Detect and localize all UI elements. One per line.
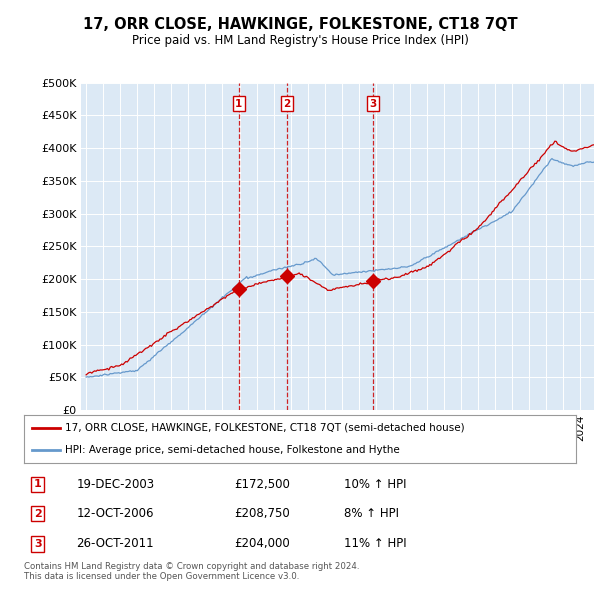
Text: 19-DEC-2003: 19-DEC-2003 [76, 478, 155, 491]
Text: 1: 1 [235, 99, 242, 109]
Text: £172,500: £172,500 [234, 478, 290, 491]
Text: 3: 3 [369, 99, 376, 109]
Text: 1: 1 [34, 480, 41, 489]
Text: 26-OCT-2011: 26-OCT-2011 [76, 537, 154, 550]
Text: 10% ↑ HPI: 10% ↑ HPI [344, 478, 407, 491]
Text: 2: 2 [283, 99, 290, 109]
Text: 17, ORR CLOSE, HAWKINGE, FOLKESTONE, CT18 7QT: 17, ORR CLOSE, HAWKINGE, FOLKESTONE, CT1… [83, 17, 517, 31]
Text: £204,000: £204,000 [234, 537, 290, 550]
Text: 3: 3 [34, 539, 41, 549]
Text: 11% ↑ HPI: 11% ↑ HPI [344, 537, 407, 550]
Text: Contains HM Land Registry data © Crown copyright and database right 2024.: Contains HM Land Registry data © Crown c… [24, 562, 359, 571]
Text: 12-OCT-2006: 12-OCT-2006 [76, 507, 154, 520]
Text: Price paid vs. HM Land Registry's House Price Index (HPI): Price paid vs. HM Land Registry's House … [131, 34, 469, 47]
Text: 2: 2 [34, 509, 41, 519]
Text: HPI: Average price, semi-detached house, Folkestone and Hythe: HPI: Average price, semi-detached house,… [65, 445, 400, 455]
Text: This data is licensed under the Open Government Licence v3.0.: This data is licensed under the Open Gov… [24, 572, 299, 581]
Text: £208,750: £208,750 [234, 507, 290, 520]
Text: 17, ORR CLOSE, HAWKINGE, FOLKESTONE, CT18 7QT (semi-detached house): 17, ORR CLOSE, HAWKINGE, FOLKESTONE, CT1… [65, 423, 465, 433]
Text: 8% ↑ HPI: 8% ↑ HPI [344, 507, 399, 520]
